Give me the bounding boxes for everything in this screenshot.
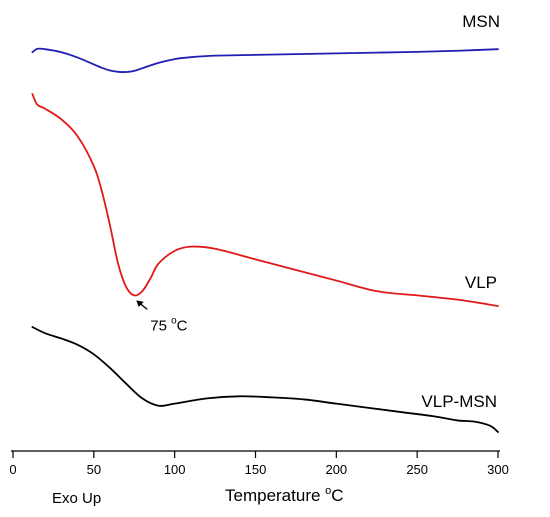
x-tick-label-300: 300	[487, 462, 509, 477]
exo-up-label: Exo Up	[52, 490, 101, 507]
x-axis-title: Temperature oC	[225, 485, 344, 505]
x-tick-label-150: 150	[245, 462, 267, 477]
series-layer	[31, 47, 499, 433]
x-tick-label-200: 200	[325, 462, 347, 477]
x-ticks: 0 50 100 150 200 250 300	[9, 451, 509, 477]
x-tick-label-100: 100	[164, 462, 186, 477]
annotations: 75 oC	[136, 300, 188, 334]
series-labels: MSN VLP VLP-MSN	[421, 12, 500, 411]
series-line-vlp	[31, 93, 499, 307]
series-line-msn	[31, 47, 499, 73]
annotation-arrow-head	[136, 300, 144, 307]
x-tick-label-250: 250	[406, 462, 428, 477]
series-label-vlp: VLP	[465, 273, 497, 292]
x-tick-label-0: 0	[9, 462, 16, 477]
x-tick-label-50: 50	[87, 462, 101, 477]
series-label-msn: MSN	[462, 12, 500, 31]
series-label-vlp-msn: VLP-MSN	[421, 392, 497, 411]
series-line-vlp-msn	[31, 326, 499, 433]
annotation-label: 75 oC	[150, 315, 187, 334]
